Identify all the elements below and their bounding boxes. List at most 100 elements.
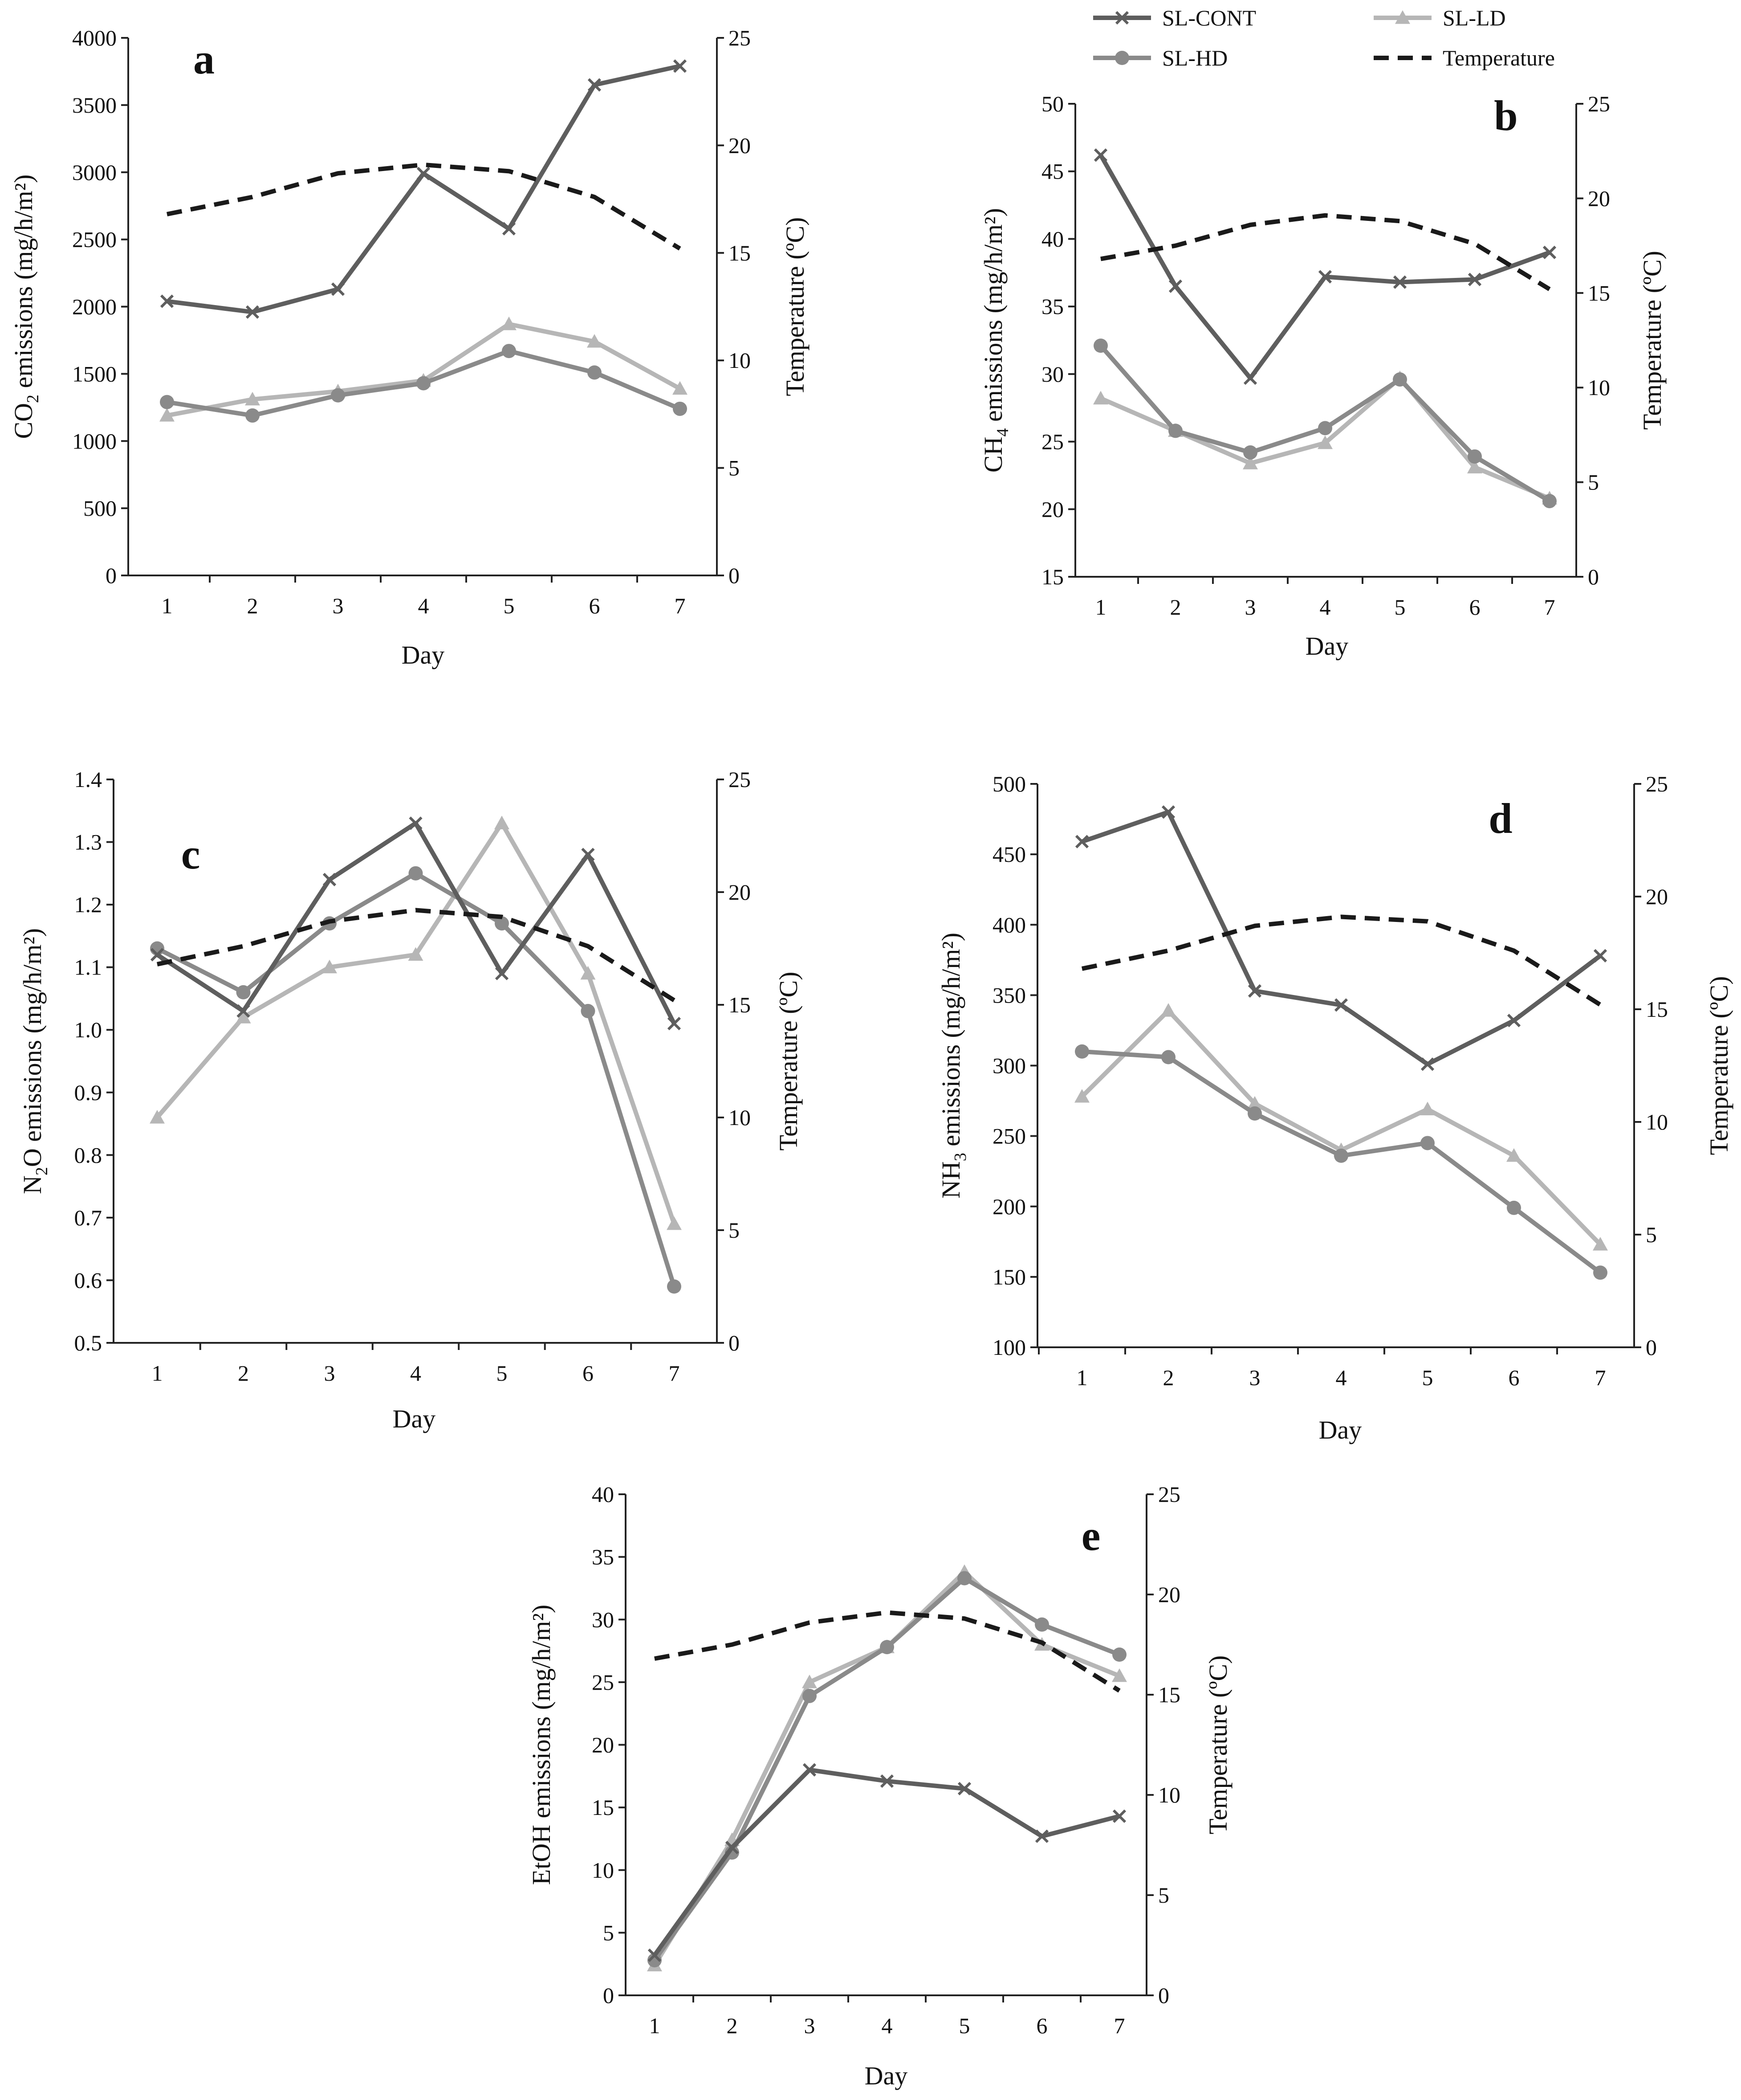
data-point-hd <box>245 408 260 423</box>
data-point-ld <box>159 408 175 422</box>
y2-tick-label: 10 <box>728 348 751 373</box>
panel-letter: e <box>1082 1512 1101 1559</box>
data-point-hd <box>1542 494 1557 509</box>
data-point-hd <box>957 1571 972 1586</box>
legend-marker-ld <box>1395 10 1410 24</box>
data-point-ld <box>802 1674 817 1688</box>
y-axis-label-part: emissions (mg/h/m²) <box>936 933 965 1153</box>
y-tick-label: 20 <box>592 1733 614 1757</box>
data-point-cont <box>647 1948 662 1962</box>
x-tick-label: 3 <box>324 1361 335 1386</box>
data-point-cont <box>587 78 602 92</box>
x-tick-label: 2 <box>247 593 258 618</box>
data-point-hd <box>1075 1044 1089 1059</box>
data-point-cont <box>1075 835 1089 848</box>
y-tick-label: 0 <box>106 563 117 588</box>
data-point-cont <box>416 167 431 180</box>
y-axis-label: CO2 emissions (mg/h/m²) <box>9 175 42 439</box>
y2-tick-label: 5 <box>1588 470 1599 495</box>
legend: SL-CONT SL-LD SL-HD Temperature <box>1093 5 1555 70</box>
data-point-cont <box>1468 273 1482 286</box>
y2-tick-label: 25 <box>1158 1482 1180 1507</box>
data-point-ld <box>322 959 337 974</box>
y2-axis-label: Temperature (ºC) <box>1638 251 1667 430</box>
y2-tick-label: 10 <box>1646 1109 1668 1134</box>
data-point-hd <box>667 1279 681 1294</box>
x-tick-label: 3 <box>333 593 344 618</box>
y-axis-label-part: N <box>18 1175 47 1194</box>
data-point-ld <box>587 334 602 348</box>
panel-letter: a <box>193 35 215 83</box>
y-axis-label-part: O emissions (mg/h/m²) <box>18 928 47 1167</box>
legend-label-ld: SL-LD <box>1443 5 1506 30</box>
y2-tick-label: 20 <box>728 133 751 158</box>
series-line-ld <box>652 1570 1120 1967</box>
y-tick-label: 5 <box>603 1920 614 1945</box>
y-tick-label: 0.6 <box>74 1268 102 1293</box>
series-line-hd <box>156 871 676 1287</box>
y2-tick-label: 15 <box>1646 997 1668 1022</box>
data-point-ld <box>1247 1096 1262 1110</box>
x-tick-label: 1 <box>1095 595 1106 620</box>
data-point-ld <box>1506 1148 1521 1162</box>
x-tick-label: 1 <box>1077 1365 1088 1390</box>
legend-marker-hd <box>1115 51 1129 65</box>
y-tick-label: 35 <box>1041 294 1064 319</box>
x-tick-label: 6 <box>1469 595 1481 620</box>
y-tick-label: 250 <box>993 1124 1026 1149</box>
x-tick-label: 4 <box>410 1361 421 1386</box>
x-tick-label: 5 <box>504 593 515 618</box>
y2-tick-label: 5 <box>1646 1222 1657 1247</box>
y2-tick-label: 15 <box>1158 1682 1180 1707</box>
y-tick-label: 3500 <box>72 93 117 118</box>
y-tick-label: 350 <box>993 983 1026 1007</box>
y-tick-label: 35 <box>592 1545 614 1570</box>
data-point-hd <box>331 388 345 403</box>
data-point-hd <box>1243 445 1257 460</box>
y2-tick-label: 15 <box>728 992 751 1017</box>
data-point-cont <box>331 282 345 296</box>
panel-letter: c <box>181 830 200 878</box>
data-point-cont <box>673 59 687 73</box>
data-point-cont <box>957 1782 972 1796</box>
panel-d-nh3-chart: 100 150 200 250 300 350 400 450 500 0 5 10 15 20 25 1 2 3… <box>936 771 1733 1444</box>
panel-a-co2-chart: 0500100015002000250030003500400005101520… <box>9 25 809 669</box>
x-tick-label: 6 <box>1509 1365 1520 1390</box>
data-point-cont <box>1542 245 1557 259</box>
y-tick-label: 500 <box>993 771 1026 796</box>
data-point-hd <box>581 1004 595 1019</box>
y-tick-label: 1.4 <box>74 767 102 792</box>
series-line-temp <box>167 162 681 251</box>
data-point-cont <box>495 966 509 980</box>
data-point-hd <box>1094 338 1108 353</box>
data-point-cont <box>1094 148 1108 162</box>
legend-marker-cont <box>1115 11 1129 25</box>
data-point-ld <box>1074 1089 1090 1103</box>
data-point-cont <box>1507 1014 1521 1028</box>
data-point-ld <box>1467 460 1482 473</box>
y2-tick-label: 5 <box>1158 1883 1169 1908</box>
data-point-cont <box>1593 949 1607 962</box>
x-tick-label: 7 <box>1114 2013 1125 2038</box>
data-point-hd <box>673 401 687 416</box>
y2-tick-label: 20 <box>728 880 751 905</box>
y-tick-label: 2500 <box>72 227 117 252</box>
data-point-ld <box>672 381 687 395</box>
data-point-ld <box>150 1110 165 1124</box>
y-tick-label: 30 <box>1041 362 1064 387</box>
x-tick-label: 4 <box>1336 1365 1347 1390</box>
data-point-hd <box>1393 372 1407 387</box>
y-tick-label: 0.5 <box>74 1330 102 1355</box>
data-point-cont <box>1168 279 1183 293</box>
y-tick-label: 40 <box>1041 226 1064 251</box>
y2-tick-label: 20 <box>1588 186 1610 211</box>
y2-tick-label: 0 <box>728 563 740 588</box>
series-line-ld <box>155 821 676 1225</box>
y-tick-label: 25 <box>592 1670 614 1695</box>
data-point-ld <box>1161 1003 1176 1017</box>
y-tick-label: 1.2 <box>74 892 102 917</box>
data-point-cont <box>150 948 164 962</box>
x-tick-label: 7 <box>1544 595 1555 620</box>
y-tick-label: 45 <box>1041 159 1064 184</box>
